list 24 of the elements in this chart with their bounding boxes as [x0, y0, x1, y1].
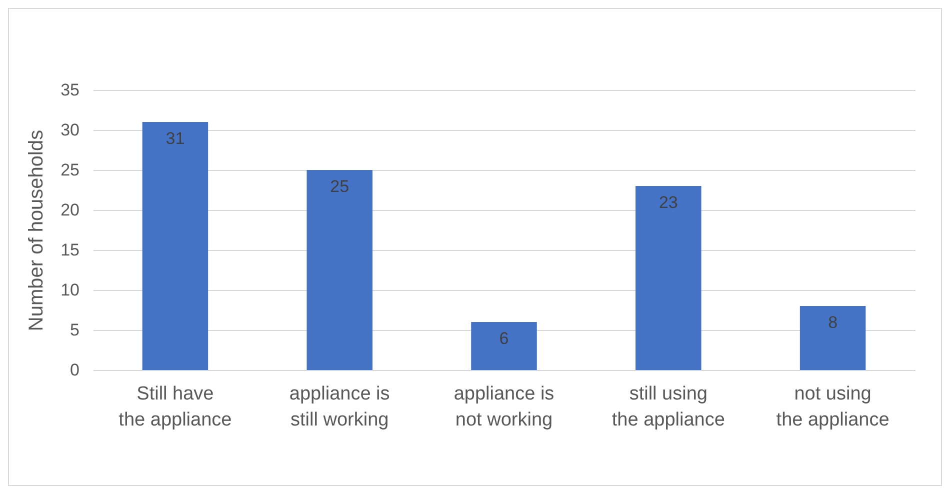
bar: [306, 170, 372, 370]
y-tick-label: 0: [70, 360, 80, 380]
y-tick-label: 25: [60, 160, 80, 180]
x-tick-label: Still have the appliance: [118, 384, 232, 430]
x-tick-label: appliance is not working: [454, 384, 554, 430]
x-tick-label: not using the appliance: [776, 384, 890, 430]
bar: [800, 306, 866, 370]
y-tick-label: 30: [60, 120, 80, 140]
y-tick-label: 15: [60, 240, 80, 260]
y-tick-label: 35: [60, 80, 80, 100]
y-tick-label: 5: [70, 320, 80, 340]
data-label: 8: [828, 313, 838, 332]
x-tick-label: still using the appliance: [612, 384, 725, 430]
bar: [636, 186, 702, 370]
y-tick-label: 20: [60, 200, 80, 220]
data-label: 23: [658, 193, 678, 212]
data-label: 31: [166, 129, 185, 148]
data-label: 6: [499, 329, 509, 348]
bar: [471, 322, 537, 370]
x-tick-label: appliance is still working: [289, 384, 390, 430]
y-axis-title: Number of households: [26, 130, 48, 332]
data-label: 25: [330, 177, 350, 196]
y-tick-label: 10: [60, 280, 80, 300]
bar: [142, 122, 208, 370]
